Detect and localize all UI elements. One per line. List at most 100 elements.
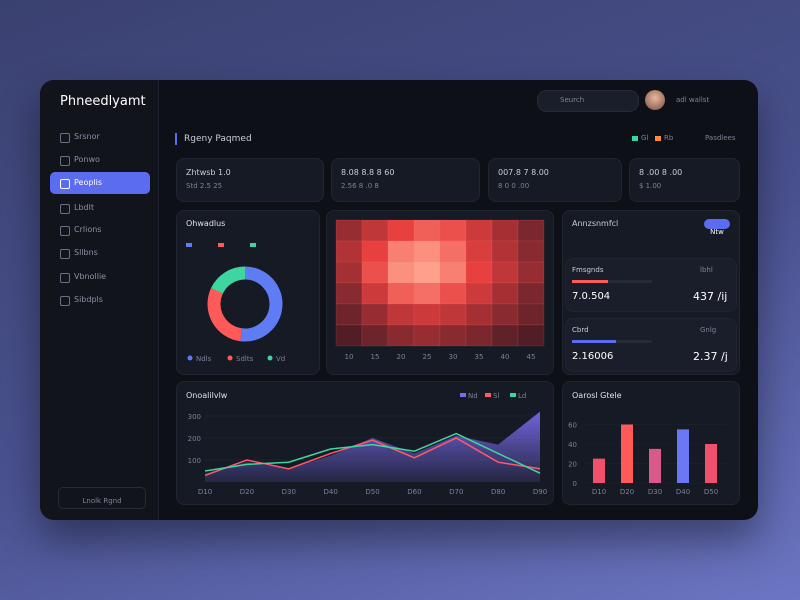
heat-cell	[387, 261, 415, 284]
heat-cell	[335, 324, 363, 347]
legend-dot	[267, 355, 273, 361]
nav-item[interactable]: Sllbns	[74, 248, 98, 257]
nav-item[interactable]: Crlions	[74, 225, 102, 234]
header-action[interactable]: Pasdlees	[705, 134, 736, 142]
heat-cell	[517, 324, 545, 347]
nav-item[interactable]: Srsnor	[74, 132, 100, 141]
kpi-title: 8 .00 8 .00	[639, 168, 683, 177]
legend-chip	[186, 243, 192, 247]
filter[interactable]: Gl	[641, 134, 649, 142]
kpi-card	[488, 158, 622, 202]
nav-item[interactable]: Vbnollie	[74, 272, 107, 281]
stat-label: Cbrd	[572, 326, 589, 334]
stat-tag: lbhl	[700, 266, 713, 274]
heat-cell	[361, 282, 389, 305]
user-name[interactable]: adl wallst	[676, 96, 710, 104]
donut-segment	[211, 266, 246, 294]
nav-item[interactable]: Peoplis	[50, 172, 150, 194]
x-tick-label: 30	[449, 353, 458, 361]
filter-dot	[655, 136, 661, 141]
stat-delta: 2.37 /j	[693, 350, 728, 363]
y-tick-label: 60	[568, 422, 577, 430]
page-title: Rgeny Paqmed	[184, 134, 252, 144]
heat-cell	[517, 240, 545, 263]
heat-cell	[491, 324, 519, 347]
x-tick-label: D10	[198, 488, 212, 496]
x-tick-label: D40	[323, 488, 337, 496]
stats-badge-label: Ntw	[710, 228, 724, 236]
x-tick-label: D80	[491, 488, 505, 496]
chart-title: Oarosl Gtele	[572, 391, 622, 400]
x-tick-label: D50	[704, 488, 718, 496]
nav-icon	[60, 296, 70, 306]
y-tick-label: 20	[568, 461, 577, 469]
x-tick-label: 10	[345, 353, 354, 361]
heat-cell	[491, 261, 519, 284]
heat-cell	[413, 219, 441, 242]
x-tick-label: D20	[240, 488, 254, 496]
y-tick-label: 200	[188, 435, 201, 443]
progress-bar	[572, 280, 608, 283]
heat-cell	[361, 303, 389, 326]
nav-icon	[60, 179, 70, 189]
heat-cell	[387, 240, 415, 263]
area	[205, 411, 540, 482]
x-tick-label: D10	[592, 488, 606, 496]
nav-icon	[60, 133, 70, 143]
x-tick-label: D70	[449, 488, 463, 496]
heat-cell	[465, 219, 493, 242]
avatar[interactable]	[645, 90, 665, 110]
x-tick-label: D20	[620, 488, 634, 496]
heat-cell	[387, 282, 415, 305]
footer-button-label: Lnolk Rgnd	[82, 497, 122, 505]
kpi-detail: $ 1.00	[639, 182, 662, 190]
legend-label: Vd	[276, 355, 285, 363]
stats-badge[interactable]: Ntw	[704, 219, 730, 236]
stat-value: 7.0.504	[572, 291, 611, 302]
chart-title: Onoalilvlw	[186, 391, 228, 400]
kpi-card	[176, 158, 324, 202]
x-tick-label: 45	[527, 353, 536, 361]
heat-cell	[491, 282, 519, 305]
nav-item[interactable]: Ponwo	[74, 155, 100, 164]
heat-cell	[335, 282, 363, 305]
y-tick-label: 100	[188, 457, 201, 465]
kpi-card	[331, 158, 480, 202]
footer-button[interactable]: Lnolk Rgnd	[58, 487, 146, 509]
heat-cell	[439, 219, 467, 242]
kpi-detail: Std 2.5 25	[186, 182, 223, 190]
nav-item[interactable]: Sibdpls	[74, 295, 103, 304]
legend-swatch	[510, 393, 516, 397]
stats-title: Annzsnmfcl	[572, 219, 619, 228]
progress-track	[572, 280, 652, 283]
nav-icon	[60, 273, 70, 283]
legend-chip	[218, 243, 224, 247]
stat-tag: Gnlg	[700, 326, 717, 334]
nav-icon	[60, 204, 70, 214]
heat-cell	[439, 303, 467, 326]
bar	[677, 429, 689, 483]
line	[204, 432, 541, 474]
kpi-card	[629, 158, 740, 202]
kpi-title: Zhtwsb 1.0	[186, 168, 231, 177]
x-tick-label: 35	[475, 353, 484, 361]
heat-cell	[361, 324, 389, 347]
nav-item[interactable]: Lbdlt	[74, 203, 94, 212]
nav-icon	[60, 249, 70, 259]
filter-dot	[632, 136, 638, 141]
heat-cell	[413, 282, 441, 305]
heat-cell	[335, 240, 363, 263]
stat-value: 2.16006	[572, 351, 614, 362]
heat-cell	[491, 303, 519, 326]
filter[interactable]: Rb	[664, 134, 674, 142]
x-tick-label: D50	[365, 488, 379, 496]
legend-label: Sdlts	[236, 355, 254, 363]
heat-cell	[413, 261, 441, 284]
nav-icon	[60, 156, 70, 166]
x-tick-label: D30	[282, 488, 296, 496]
heat-cell	[517, 282, 545, 305]
search-box[interactable]: Seurch	[537, 90, 639, 112]
chart-title: Ohwadlus	[186, 219, 225, 228]
heat-cell	[413, 240, 441, 263]
